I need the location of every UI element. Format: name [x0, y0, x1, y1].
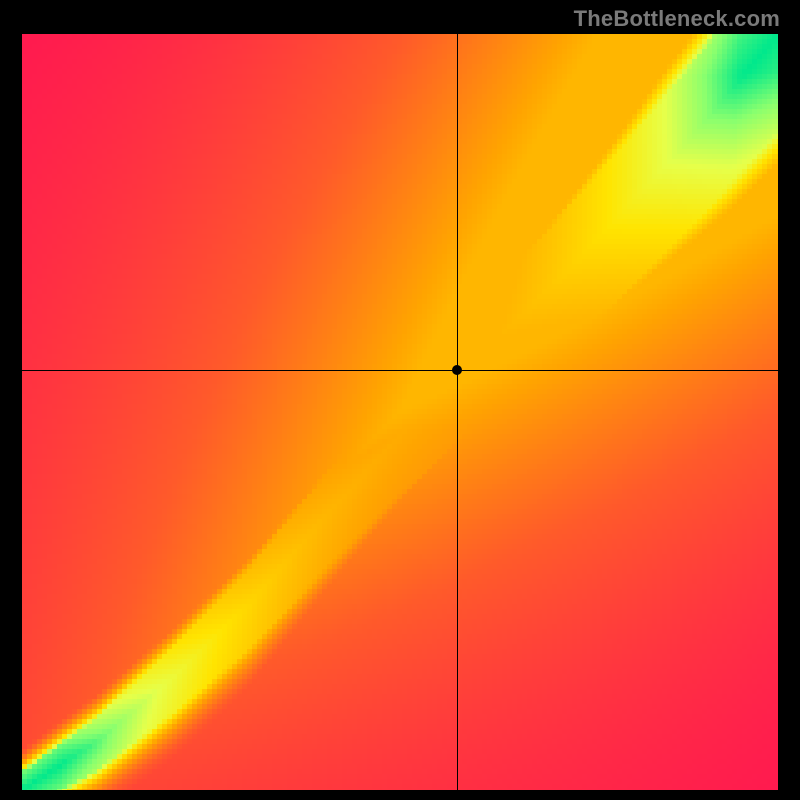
- crosshair-vertical: [457, 34, 458, 790]
- figure-container: TheBottleneck.com: [0, 0, 800, 800]
- watermark-text: TheBottleneck.com: [574, 6, 780, 32]
- plot-frame: [22, 34, 778, 790]
- marker-dot: [452, 365, 462, 375]
- heatmap-canvas: [22, 34, 778, 790]
- crosshair-horizontal: [22, 370, 778, 371]
